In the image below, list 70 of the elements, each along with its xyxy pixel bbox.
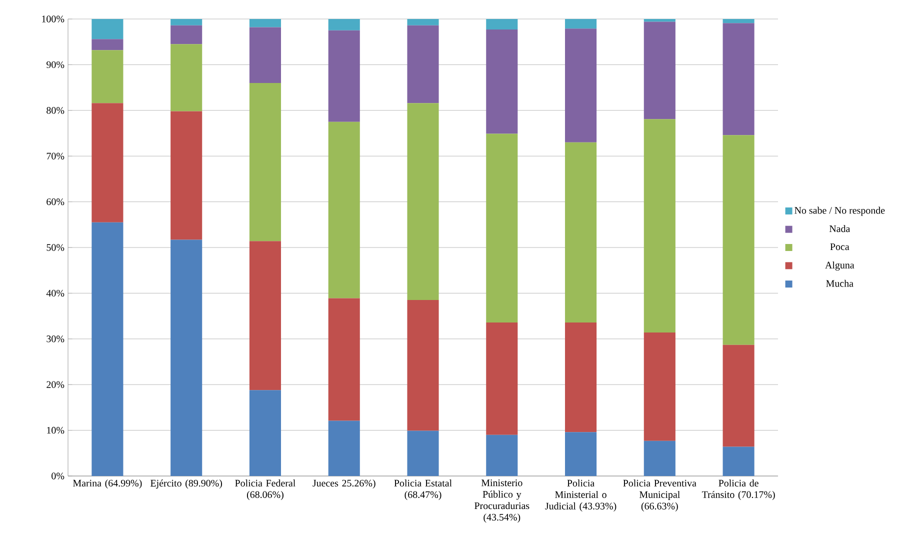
x-tick-label: Policia Preventiva Municipal (66.63%) xyxy=(623,480,696,512)
text: Poca xyxy=(830,243,850,250)
x-tick-label: Marina (64.99%) xyxy=(73,480,142,489)
bar xyxy=(328,30,360,122)
text: Nada xyxy=(829,225,850,232)
bar xyxy=(328,18,360,30)
text: Alguna xyxy=(825,261,854,271)
x-tick-label: Policia Estatal (68.47%) xyxy=(394,480,452,500)
text: Mucha xyxy=(826,280,854,287)
bar xyxy=(407,430,439,476)
y-tick-label: 0% xyxy=(52,472,64,480)
bar xyxy=(722,446,754,476)
bar xyxy=(565,432,597,476)
bar xyxy=(565,142,597,322)
bar xyxy=(92,18,124,40)
bar xyxy=(170,25,202,44)
x-tick-label: Policia Federal (68.06%) xyxy=(235,480,296,500)
legend-label: No sabe / No responde xyxy=(794,206,885,216)
bar xyxy=(565,18,597,29)
bar xyxy=(565,322,597,432)
y-tick-label: 100% xyxy=(42,16,64,22)
bar xyxy=(407,103,439,300)
x-tick-label: Jueces 25.26%) xyxy=(312,480,376,489)
bar xyxy=(407,25,439,104)
bar xyxy=(722,18,754,24)
y-tick-label: 10% xyxy=(47,426,64,434)
y-tick-label: 40% xyxy=(46,290,64,297)
bar xyxy=(722,23,754,136)
y-tick-label: 50% xyxy=(46,244,64,251)
bar xyxy=(722,344,754,447)
bar xyxy=(486,30,518,134)
bar xyxy=(644,22,676,120)
x-tick-label: Policia Ministerial o Judicial (43.93%) xyxy=(545,480,616,512)
y-tick-label: 80% xyxy=(46,107,64,114)
bar xyxy=(486,18,518,30)
bar xyxy=(92,103,124,222)
y-tick-label: 90% xyxy=(46,61,64,68)
bar xyxy=(170,18,202,26)
bar xyxy=(407,300,439,431)
bar xyxy=(170,111,202,240)
bar xyxy=(722,135,754,345)
bar xyxy=(328,420,360,476)
bar xyxy=(249,390,281,476)
y-tick-label: 60% xyxy=(46,198,64,206)
bar xyxy=(328,122,360,298)
y-tick-label: 30% xyxy=(46,336,64,342)
x-tick-label: Policia de Tránsito (70.17%) xyxy=(702,480,775,500)
bar xyxy=(565,28,597,142)
bar xyxy=(170,240,202,476)
bar xyxy=(644,119,676,332)
y-tick-label: 20% xyxy=(46,381,64,388)
y-tick-label: 70% xyxy=(46,152,64,160)
bar xyxy=(407,18,439,26)
x-tick-label: Ministerio Público y Procuradurias (43.54%) xyxy=(474,480,530,523)
bar xyxy=(249,241,281,390)
bar xyxy=(328,298,360,421)
bar xyxy=(644,18,676,22)
bar xyxy=(486,134,518,322)
bar xyxy=(92,39,124,50)
bar xyxy=(170,44,202,112)
bar xyxy=(92,50,124,104)
bar xyxy=(644,332,676,441)
bar xyxy=(486,322,518,435)
bar xyxy=(644,440,676,476)
bar xyxy=(249,18,281,28)
bar xyxy=(249,82,281,242)
bar xyxy=(249,27,281,83)
bar xyxy=(486,434,518,476)
x-tick-label: Ejército (89.90%) xyxy=(150,480,222,489)
bar xyxy=(92,222,124,476)
